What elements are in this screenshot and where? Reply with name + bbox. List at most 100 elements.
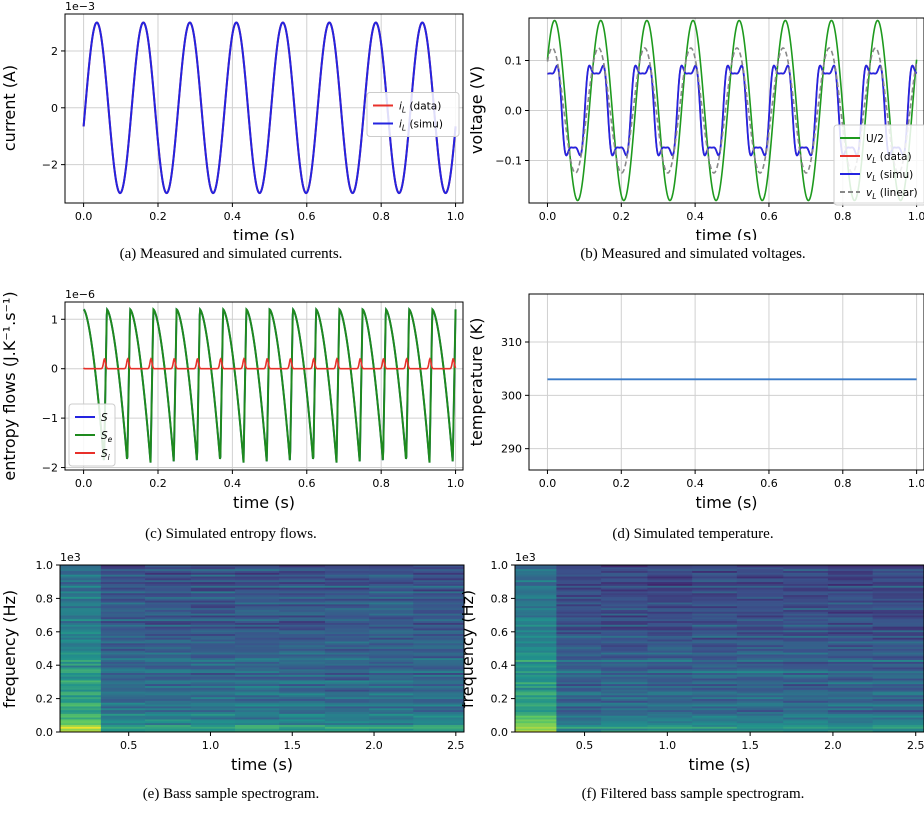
spectrogram-cell: [872, 719, 924, 722]
spectrogram-cell: [190, 585, 236, 588]
spectrogram-cell: [369, 730, 414, 733]
spectrogram-cell: [783, 565, 829, 568]
spectrogram-cell: [736, 711, 784, 714]
spectrogram-cell: [556, 678, 602, 681]
spectrogram-cell: [647, 704, 693, 707]
spectrogram-cell: [515, 693, 557, 696]
spectrogram-cell: [100, 720, 146, 724]
spectrogram-cell: [692, 565, 738, 568]
spectrogram-cell: [145, 683, 192, 687]
spectrogram-cell: [190, 693, 236, 696]
spectrogram-cell: [736, 683, 784, 687]
spectrogram-cell: [736, 639, 784, 642]
spectrogram-cell: [601, 670, 648, 674]
spectrogram-cell: [827, 635, 874, 638]
spectrogram-cell: [827, 700, 874, 703]
spectrogram-cell: [324, 700, 370, 703]
spectrogram-cell: [60, 635, 102, 638]
spectrogram-cell: [601, 583, 648, 586]
spectrogram-cell: [60, 706, 102, 709]
spectrogram-cell: [145, 641, 192, 644]
spectrogram-cell: [413, 603, 465, 607]
spectrogram-cell: [692, 659, 738, 662]
spectrogram-cell: [100, 707, 146, 711]
spectrogram-cell: [601, 570, 648, 573]
spectrogram-cell: [235, 661, 280, 664]
spectrogram-cell: [515, 577, 557, 581]
spectrogram-cell: [190, 618, 236, 622]
spectrogram-cell: [556, 698, 602, 701]
spectrogram-cell: [647, 730, 693, 733]
spectrogram-cell: [369, 665, 414, 668]
spectrogram-cell: [515, 622, 557, 625]
spectrogram-cell: [60, 620, 102, 623]
spectrogram-cell: [736, 611, 784, 614]
spectrogram-cell: [692, 711, 738, 714]
spectrogram-cell: [692, 707, 738, 711]
spectrogram-cell: [279, 652, 326, 655]
spectrogram-cell: [279, 681, 326, 685]
spectrogram-cell: [736, 585, 784, 588]
spectrogram-cell: [692, 720, 738, 724]
spectrogram-cell: [145, 605, 192, 609]
spectrogram-cell: [647, 717, 693, 720]
spectrogram-cell: [827, 572, 874, 575]
spectrogram-cell: [736, 670, 784, 674]
spectrogram-cell: [827, 618, 874, 622]
spectrogram-cell: [413, 691, 465, 694]
spectrogram-cell: [515, 722, 557, 725]
spectrogram-cell: [190, 596, 236, 599]
spectrogram-cell: [60, 589, 102, 592]
spectrogram-cell: [515, 592, 557, 596]
spectrogram-cell: [515, 639, 557, 642]
spectrogram-cell: [647, 680, 693, 683]
spectrogram-cell: [515, 616, 557, 620]
spectrogram-cell: [783, 685, 829, 688]
spectrogram-cell: [100, 722, 146, 725]
spectrogram-cell: [324, 706, 370, 709]
spectrogram-cell: [601, 665, 648, 668]
spectrogram-cell: [100, 672, 146, 675]
spectrogram-cell: [145, 592, 192, 596]
spectrogram-cell: [145, 602, 192, 605]
spectrogram-cell: [324, 650, 370, 653]
spectrogram-cell: [692, 730, 738, 733]
spectrogram-cell: [100, 566, 146, 570]
spectrogram-cell: [100, 635, 146, 638]
spectrogram-cell: [235, 707, 280, 711]
spectrogram-cell: [827, 622, 874, 625]
spectrogram-cell: [556, 696, 602, 699]
spectrogram-cell: [324, 565, 370, 568]
spectrogram-cell: [324, 694, 370, 698]
spectrogram-cell: [100, 709, 146, 712]
spectrogram-cell: [279, 581, 326, 584]
spectrogram-cell: [556, 655, 602, 659]
spectrogram-cell: [515, 720, 557, 724]
spectrogram-cell: [100, 657, 146, 661]
spectrogram-cell: [515, 654, 557, 657]
spectrogram-cell: [369, 590, 414, 594]
spectrogram-cell: [190, 641, 236, 644]
spectrogram-cell: [100, 719, 146, 722]
x-tick-label: 0.6: [760, 477, 778, 490]
spectrogram-cell: [601, 631, 648, 635]
spectrogram-cell: [827, 629, 874, 633]
x-tick-label: 1.5: [741, 739, 759, 752]
spectrogram-cell: [279, 685, 326, 688]
spectrogram-cell: [190, 637, 236, 640]
spectrogram-cell: [413, 694, 465, 698]
spectrogram-cell: [145, 680, 192, 683]
spectrogram-cell: [145, 661, 192, 664]
spectrogram-cell: [235, 633, 280, 636]
spectrogram-cell: [60, 637, 102, 640]
spectrogram-cell: [515, 672, 557, 675]
spectrogram-cell: [601, 704, 648, 707]
spectrogram-cell: [413, 592, 465, 596]
spectrogram-cell: [601, 706, 648, 709]
spectrogram-cell: [324, 576, 370, 579]
y-tick-label: 0.8: [36, 592, 54, 605]
spectrogram-cell: [235, 602, 280, 605]
spectrogram-cell: [692, 585, 738, 588]
spectrogram-cell: [556, 687, 602, 690]
